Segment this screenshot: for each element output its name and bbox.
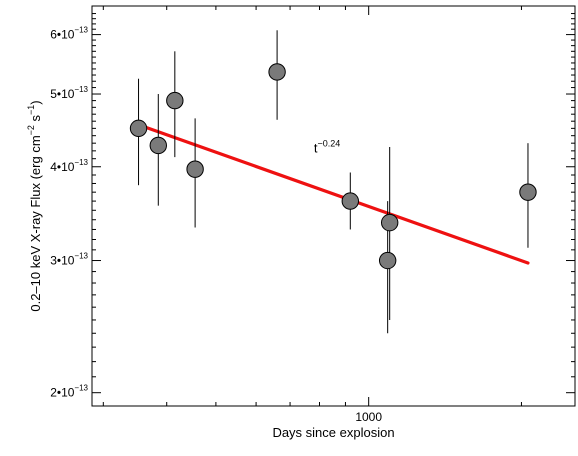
data-point (186, 160, 204, 178)
data-point (378, 251, 397, 270)
y-tick-label: 5•10−13 (50, 85, 88, 101)
fit-line (136, 123, 530, 265)
fit-label: t−0.24 (314, 138, 340, 155)
data-point (380, 213, 399, 232)
y-axis-label-exp2: −1 (26, 105, 36, 115)
fit-label-base: t (314, 140, 318, 155)
fit-label-exponent: −0.24 (318, 138, 341, 148)
y-axis-label-end: ) (28, 100, 43, 104)
y-axis-label-exp1: −2 (26, 125, 36, 135)
data-point (149, 136, 167, 155)
y-tick-label: 4•10−13 (50, 158, 88, 174)
data-point (519, 183, 537, 201)
y-tick-label: 3•10−13 (50, 252, 88, 268)
y-axis-label-mid: s (28, 114, 43, 125)
y-axis-label-main: 0.2–10 keV X-ray Flux (erg cm (28, 135, 43, 311)
data-point (166, 91, 184, 110)
data-point (268, 63, 286, 81)
data-point (341, 192, 359, 210)
data-point (129, 119, 148, 138)
axes-frame (91, 5, 576, 407)
y-axis-label: 0.2–10 keV X-ray Flux (erg cm−2 s−1) (26, 100, 43, 311)
x-axis-label: Days since explosion (272, 425, 394, 440)
x-tick-label: 1000 (355, 410, 382, 424)
power-law-fit (136, 123, 530, 265)
data-points (129, 63, 537, 270)
plot-frame (91, 5, 576, 407)
x-axis-ticks: 1000 (102, 6, 522, 424)
error-bars (138, 30, 529, 334)
y-axis-ticks: 2•10−13 3•10−13 4•10−13 5•10−13 6•10−13 (50, 13, 575, 400)
y-tick-label: 6•10−13 (50, 26, 88, 42)
y-tick-label: 2•10−13 (50, 384, 88, 400)
